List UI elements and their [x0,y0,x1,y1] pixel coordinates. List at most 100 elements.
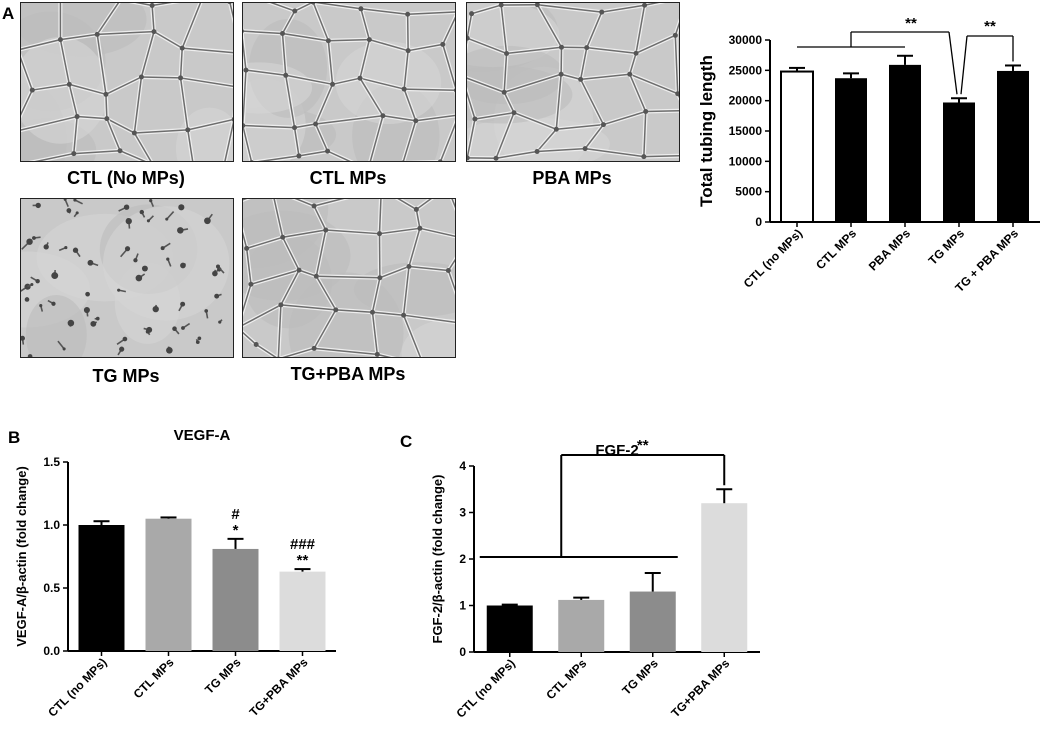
bar [943,102,975,222]
micrograph-tg-pba-mps [242,198,456,358]
y-axis-label: Total tubing length [697,55,716,207]
significance-label: ** [297,552,309,569]
micrograph-shade [103,206,230,321]
cell-dot [160,246,165,251]
tube-segment [293,127,300,157]
micrograph-ctl-no-mps [20,2,234,162]
cell-dot [212,270,218,277]
tube-segment [285,74,333,86]
tube-segment [273,199,284,238]
cell-dot [64,245,68,250]
x-tick-label: CTL MPs [543,656,589,702]
y-tick-label: 1.5 [43,455,60,469]
tube-node [553,126,559,132]
tube-segment [629,73,679,95]
micrograph-pba-mps [466,2,680,162]
tube-segment [580,73,630,81]
tube-segment [60,33,98,41]
chart-b: 0.0 0.5 1.0 1.5 CTL (no MPs) CTL MPs TG MPs TG+… [14,427,336,720]
x-tick-label: TG+PBA MPs [668,656,732,720]
tube-node [534,149,540,155]
tube-segment [315,229,327,277]
cell-dot [180,262,186,269]
tube-segment [495,150,538,160]
cell-dot [73,199,77,202]
tube-node [376,231,382,237]
x-tick-label: TG+PBA MPs [247,655,311,719]
tube-segment [77,115,107,120]
tube-segment [359,77,384,117]
micrograph-image [243,199,455,357]
tube-segment [134,129,188,134]
tube-segment [243,125,253,161]
significance-bracket [948,31,958,95]
tube-node [103,91,109,97]
tube-node [325,148,331,154]
tube-segment [140,31,155,78]
y-tick-label: 30000 [729,33,763,47]
tube-segment [586,11,603,48]
tube-node [401,86,407,92]
panel-letter-a: A [2,4,15,23]
cell-dot [146,326,153,333]
tube-segment [187,129,194,161]
y-tick-label: 25000 [729,63,763,77]
y-tick-label: 3 [459,506,466,520]
x-tick-label: CTL MPs [131,655,177,701]
tube-segment [500,4,508,54]
tube-node [185,127,191,133]
tube-segment [402,266,410,316]
tube-segment [378,199,382,234]
tube-segment [408,265,449,272]
tube-node [600,122,606,128]
significance-label: ### [290,536,316,553]
tube-segment [371,312,379,355]
cell-dot [215,264,221,269]
tube-segment [503,91,515,114]
tube-segment [415,114,455,122]
cell-dot [135,274,143,282]
cell-dot [85,291,90,297]
tube-segment [402,120,417,161]
tube-node [675,91,679,97]
cell-dot [27,354,33,357]
micrograph-image [21,199,233,357]
micrograph-caption: CTL MPs [309,168,387,188]
tube-node [406,263,412,269]
tube-segment [281,10,296,34]
tube-segment [224,121,233,161]
chart-title: FGF-2 [595,442,638,459]
tube-node [323,227,329,233]
cell-dot [62,347,66,351]
tube-node [311,203,317,209]
tube-node [366,37,372,43]
bar [78,525,125,651]
cell-dot [152,305,159,313]
tube-segment [133,76,143,134]
y-axis-label: FGF-2/β-actin (fold change) [430,475,445,644]
tube-segment [182,47,233,54]
tube-segment [285,75,296,128]
tube-node [405,11,411,17]
cell-dot [21,335,25,341]
tube-node [558,71,564,77]
tube-segment [584,124,605,150]
tube-segment [250,269,300,285]
x-tick-label: TG MPs [619,656,661,698]
tube-node [578,76,584,82]
tube-segment [243,304,282,326]
tube-segment [643,155,679,158]
y-tick-label: 4 [459,459,466,473]
bar [835,78,867,222]
tube-node [584,45,590,51]
cell-dot [67,319,75,327]
tube-node [149,3,155,9]
tube-segment [243,284,252,313]
tube-node [633,50,639,56]
x-tick-label: CTL MPs [813,226,859,272]
bar [145,518,192,651]
cell-dot [119,346,125,352]
tube-segment [537,3,602,13]
bar [629,591,676,652]
tube-segment [105,94,108,119]
